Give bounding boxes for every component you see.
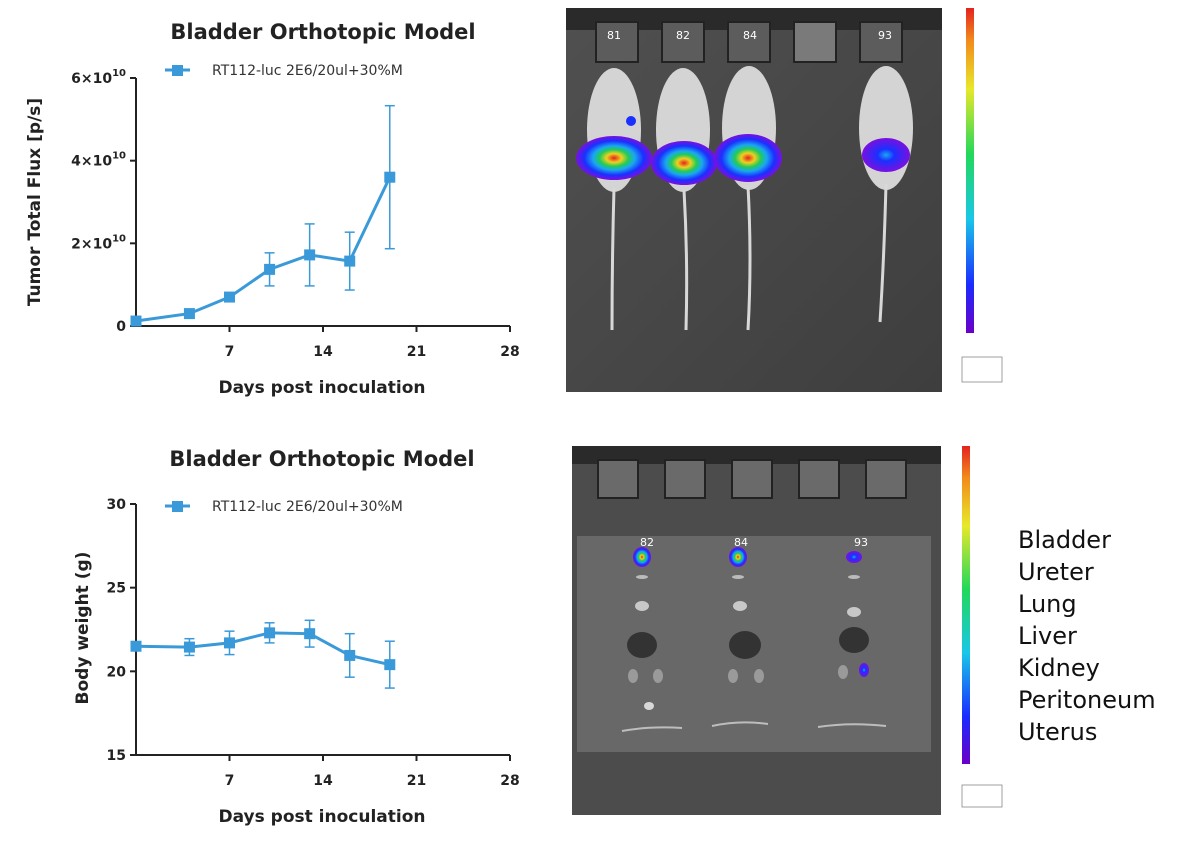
data-point <box>384 659 396 671</box>
y-tick-label: 6×1010 <box>71 68 126 87</box>
x-axis-label: Days post inoculation <box>218 378 425 398</box>
x-tick-label: 28 <box>500 344 519 360</box>
data-point <box>264 627 276 639</box>
y-ticks: 15 20 25 30 <box>107 497 136 764</box>
data-point <box>183 308 195 320</box>
x-tick-label: 7 <box>225 773 235 789</box>
tumor-flux-chart: Bladder Orthotopic Model RT112-luc 2E6/2… <box>25 20 520 398</box>
mouse-id: 82 <box>676 29 690 42</box>
y-tick-label: 0 <box>116 319 126 335</box>
series-line <box>135 176 392 323</box>
x-tick-label: 14 <box>313 773 333 789</box>
organ-label-bladder: Bladder <box>1018 526 1111 554</box>
legend-marker <box>172 65 183 76</box>
x-tick-label: 7 <box>225 344 235 360</box>
organ-label-liver: Liver <box>1018 622 1077 650</box>
data-point <box>304 249 316 261</box>
mouse-84: 84 <box>714 29 782 331</box>
x-tick-label: 21 <box>407 773 426 789</box>
x-axis-label: Days post inoculation <box>218 807 425 827</box>
organ-column-82: 82 <box>627 536 663 710</box>
y-axis-label: Tumor Total Flux [p/s] <box>25 98 45 306</box>
mouse-id: 84 <box>734 536 748 549</box>
x-tick-label: 14 <box>313 344 333 360</box>
data-point <box>344 649 356 661</box>
mouse-81: 81 <box>576 29 652 331</box>
chart-title: Bladder Orthotopic Model <box>169 447 474 471</box>
x-tick-label: 21 <box>407 344 426 360</box>
data-point <box>384 171 396 183</box>
x-ticks: 7 14 21 28 <box>225 755 520 789</box>
legend: RT112-luc 2E6/20ul+30%M <box>165 499 403 515</box>
data-point <box>130 315 142 327</box>
nose-cones <box>595 21 903 63</box>
y-axis-label: Body weight (g) <box>73 552 93 705</box>
series-marks <box>130 619 396 689</box>
data-point <box>224 637 235 649</box>
colorbar <box>962 446 970 764</box>
mouse-id: 81 <box>607 29 621 42</box>
radiance-colorbar-bottom <box>961 446 1003 808</box>
y-tick-label: 20 <box>107 664 127 680</box>
organs-imaging-photo: 82 84 93 <box>572 446 941 815</box>
mouse-id: 93 <box>854 536 868 549</box>
legend-label: RT112-luc 2E6/20ul+30%M <box>212 63 403 79</box>
color-scale-box <box>961 784 1003 808</box>
y-tick-label: 2×1010 <box>71 233 126 252</box>
y-tick-label: 30 <box>107 497 127 513</box>
mouse-id: 84 <box>743 29 757 42</box>
data-point <box>264 263 276 275</box>
uterus-strips <box>621 721 887 732</box>
mouse-93: 93 <box>859 29 913 323</box>
data-point <box>130 640 142 652</box>
nose-cones <box>597 459 907 499</box>
body-weight-chart: Bladder Orthotopic Model RT112-luc 2E6/2… <box>73 447 520 827</box>
organ-label-uterus: Uterus <box>1018 718 1097 746</box>
legend-marker <box>172 501 183 512</box>
mouse-82: 82 <box>651 29 717 331</box>
color-scale-box <box>961 356 1003 383</box>
y-tick-label: 4×1010 <box>71 151 126 170</box>
radiance-colorbar-top <box>961 8 1003 383</box>
data-point <box>224 291 235 303</box>
y-tick-label: 15 <box>107 748 126 764</box>
x-tick-label: 28 <box>500 773 519 789</box>
colorbar <box>966 8 974 333</box>
mouse-id: 93 <box>878 29 892 42</box>
data-point <box>183 641 195 653</box>
mouse-id: 82 <box>640 536 654 549</box>
y-tick-label: 25 <box>107 581 126 597</box>
legend-label: RT112-luc 2E6/20ul+30%M <box>212 499 403 515</box>
organ-label-ureter: Ureter <box>1018 558 1094 586</box>
mice-imaging-photo: 81 82 84 93 <box>566 8 942 392</box>
organ-label-lung: Lung <box>1018 590 1077 618</box>
nose-cone-bar <box>566 8 942 30</box>
organ-column-93: 93 <box>838 536 869 679</box>
series-marks <box>130 104 396 327</box>
organ-label-list: Bladder Ureter Lung Liver Kidney Periton… <box>1018 526 1156 746</box>
y-ticks: 0 2×1010 4×1010 6×1010 <box>71 68 136 335</box>
chart-title: Bladder Orthotopic Model <box>170 20 475 44</box>
x-ticks: 7 14 21 28 <box>225 326 520 360</box>
organ-column-84: 84 <box>728 536 764 683</box>
legend: RT112-luc 2E6/20ul+30%M <box>165 63 403 79</box>
data-point <box>344 255 356 267</box>
organ-label-kidney: Kidney <box>1018 654 1100 682</box>
organ-label-peritoneum: Peritoneum <box>1018 686 1156 714</box>
data-point <box>304 628 316 640</box>
